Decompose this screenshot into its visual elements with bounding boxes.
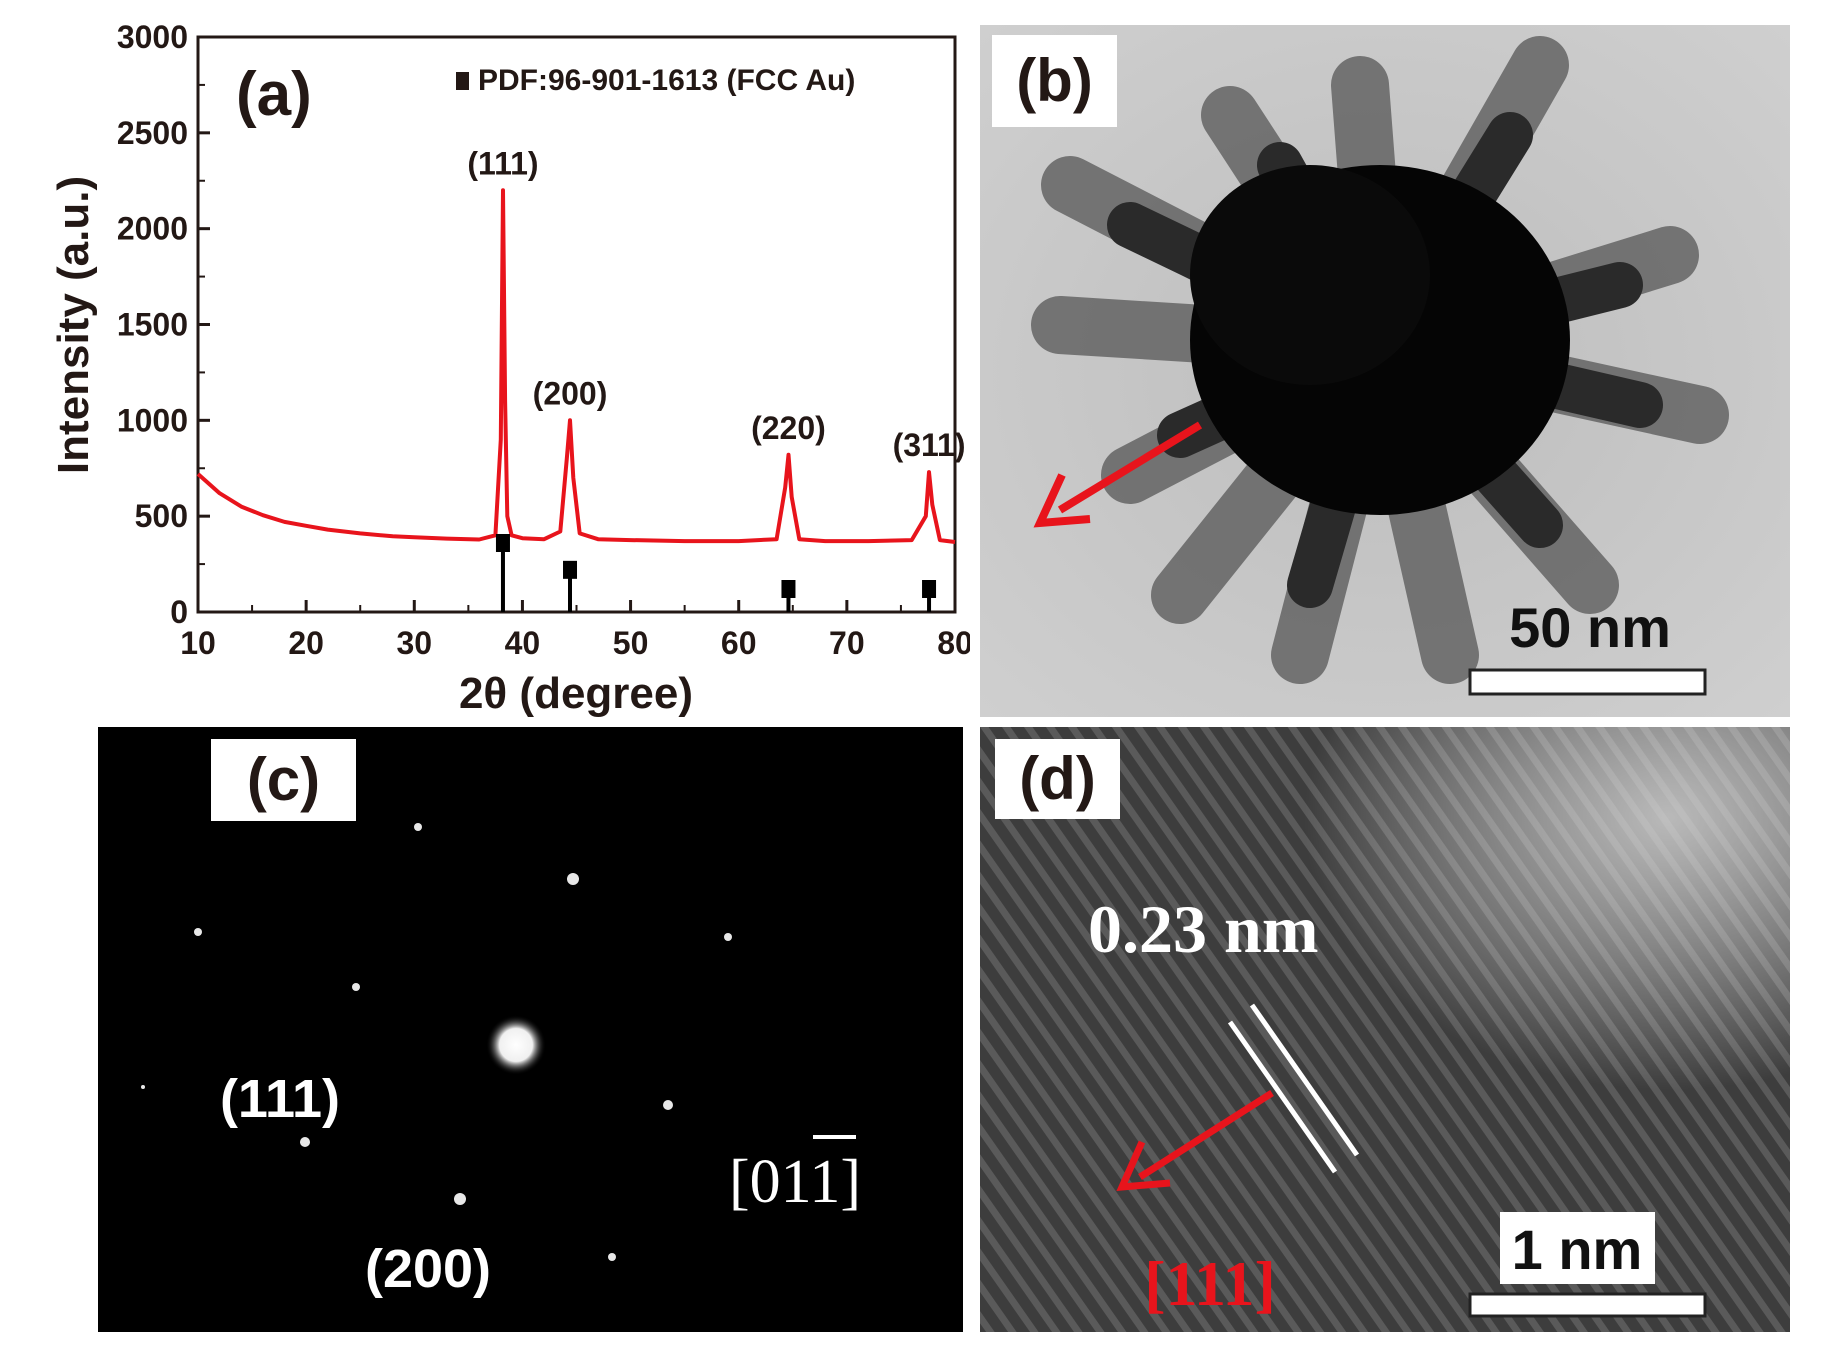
lattice-fringe-image: 0.23 nm [111] 1 nm xyxy=(980,727,1790,1332)
x-tick-label: 70 xyxy=(829,625,865,661)
x-tick-label: 60 xyxy=(721,625,757,661)
legend-text: PDF:96-901-1613 (FCC Au) xyxy=(478,64,855,97)
red-arrow xyxy=(1033,421,1203,528)
lattice-spacing-label: 0.23 nm xyxy=(1088,891,1318,967)
scale-bar-d-label-box xyxy=(1500,1212,1655,1284)
xrd-chart: 10 20 30 40 50 60 70 80 0 500 1000 1500 2000 2500 3000… xyxy=(49,19,970,718)
x-tick-label: 30 xyxy=(396,625,432,661)
panel-label-b: (b) xyxy=(992,35,1117,127)
saed-pattern: (111) (200) [011] xyxy=(141,823,861,1299)
nanostar-tem-image: 50 nm xyxy=(980,25,1790,717)
scale-bar-label-d: 1 nm xyxy=(1512,1218,1643,1281)
x-tick-label: 20 xyxy=(288,625,324,661)
spot-label-200: (200) xyxy=(365,1239,491,1299)
x-tick-label: 50 xyxy=(613,625,649,661)
reference-peak-marker xyxy=(922,580,937,598)
y-tick-label: 1000 xyxy=(117,402,188,438)
direction-label: [111] xyxy=(1144,1248,1276,1319)
zone-axis-label: [011] xyxy=(729,1148,861,1216)
scale-bar-d xyxy=(1468,1292,1707,1318)
panel-label-c: (c) xyxy=(211,739,356,821)
spot-label-111: (111) xyxy=(220,1069,340,1129)
nanostar-particle xyxy=(1031,36,1729,684)
peak-label: (220) xyxy=(751,410,826,446)
reference-peak-marker xyxy=(781,580,796,598)
central-beam-spot xyxy=(486,1015,546,1075)
x-axis-label: 2θ (degree) xyxy=(459,669,693,718)
x-tick-label: 10 xyxy=(180,625,216,661)
scale-bar-label-b: 50 nm xyxy=(1509,596,1671,659)
y-tick-label: 500 xyxy=(135,498,188,534)
peak-label: (200) xyxy=(533,375,608,411)
tem-image-panel: 50 nm (b) xyxy=(980,25,1790,717)
peak-label: (111) xyxy=(467,145,538,181)
reference-peak-marker xyxy=(563,560,578,579)
xrd-series-line xyxy=(196,188,956,544)
panel-label-a: (a) xyxy=(236,60,312,129)
y-tick-label: 2000 xyxy=(117,211,188,247)
y-tick-label: 2500 xyxy=(117,115,188,151)
data-layer: (111) (200) (220) (311) xyxy=(196,145,966,612)
y-tick-label: 1500 xyxy=(117,307,188,343)
reference-peak-marker xyxy=(495,534,510,552)
lattice-marker-lines xyxy=(1227,1003,1360,1174)
y-tick-label: 0 xyxy=(170,594,188,630)
diffraction-pattern-panel: (111) (200) [011] (c) xyxy=(98,727,963,1332)
hrtem-panel: 0.23 nm [111] 1 nm (d) xyxy=(980,727,1790,1332)
xrd-chart-panel: 10 20 30 40 50 60 70 80 0 500 1000 1500 2000 2500 3000… xyxy=(0,0,970,725)
scale-bar-b xyxy=(1468,668,1707,696)
diffraction-spots xyxy=(141,823,732,1261)
x-tick-label: 80 xyxy=(937,625,970,661)
y-axis-label: Intensity (a.u.) xyxy=(49,176,98,474)
panel-label-d: (d) xyxy=(995,739,1120,819)
axis-ticks: 10 20 30 40 50 60 70 80 0 500 1000 1500 2000 2500 3000 xyxy=(117,19,970,661)
red-arrow xyxy=(1116,1090,1274,1191)
legend-marker xyxy=(456,72,469,90)
peak-label: (311) xyxy=(893,427,966,463)
x-tick-label: 40 xyxy=(505,625,541,661)
y-tick-label: 3000 xyxy=(117,19,188,55)
